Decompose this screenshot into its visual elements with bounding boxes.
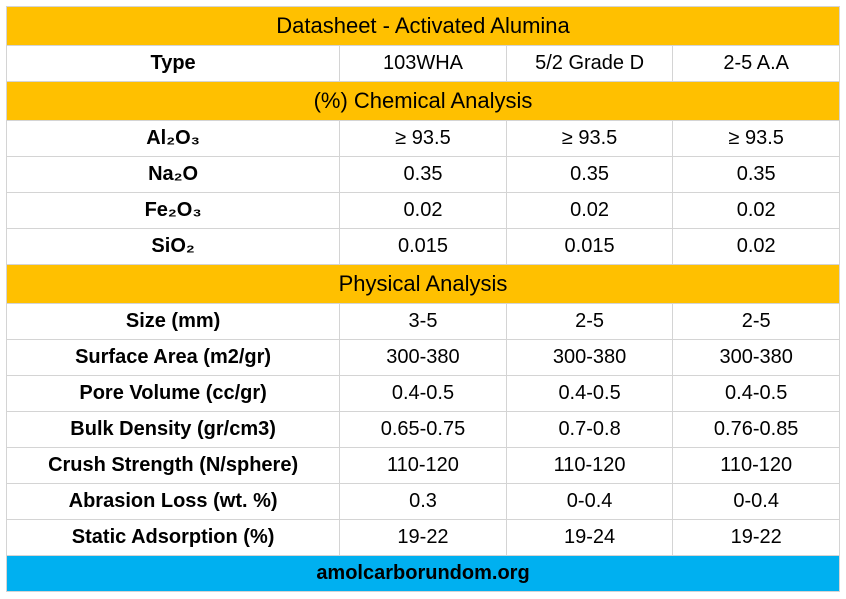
phys-value: 0.7-0.8 [506, 412, 673, 448]
table-row: Surface Area (m2/gr) 300-380 300-380 300… [7, 340, 840, 376]
chem-header-row: (%) Chemical Analysis [7, 82, 840, 121]
footer-row: amolcarborundom.org [7, 556, 840, 592]
chem-value: 0.02 [673, 229, 840, 265]
chem-label: Fe₂O₃ [7, 193, 340, 229]
phys-label: Pore Volume (cc/gr) [7, 376, 340, 412]
chem-value: 0.02 [673, 193, 840, 229]
table-row: Fe₂O₃ 0.02 0.02 0.02 [7, 193, 840, 229]
phys-value: 0.76-0.85 [673, 412, 840, 448]
chem-label: SiO₂ [7, 229, 340, 265]
phys-value: 0.65-0.75 [340, 412, 507, 448]
phys-label: Size (mm) [7, 304, 340, 340]
phys-value: 0-0.4 [673, 484, 840, 520]
chem-value: 0.35 [340, 157, 507, 193]
type-row: Type 103WHA 5/2 Grade D 2-5 A.A [7, 46, 840, 82]
phys-header-row: Physical Analysis [7, 265, 840, 304]
table-row: Crush Strength (N/sphere) 110-120 110-12… [7, 448, 840, 484]
phys-value: 110-120 [673, 448, 840, 484]
chem-value: 0.02 [340, 193, 507, 229]
phys-value: 0-0.4 [506, 484, 673, 520]
chem-value: ≥ 93.5 [506, 121, 673, 157]
type-1: 5/2 Grade D [506, 46, 673, 82]
chem-value: ≥ 93.5 [340, 121, 507, 157]
title-row: Datasheet - Activated Alumina [7, 7, 840, 46]
table-row: Al₂O₃ ≥ 93.5 ≥ 93.5 ≥ 93.5 [7, 121, 840, 157]
chem-value: 0.35 [506, 157, 673, 193]
chem-value: ≥ 93.5 [673, 121, 840, 157]
phys-header: Physical Analysis [7, 265, 840, 304]
phys-value: 0.4-0.5 [340, 376, 507, 412]
phys-value: 0.4-0.5 [506, 376, 673, 412]
table-row: SiO₂ 0.015 0.015 0.02 [7, 229, 840, 265]
phys-value: 300-380 [340, 340, 507, 376]
table-row: Size (mm) 3-5 2-5 2-5 [7, 304, 840, 340]
table-row: Bulk Density (gr/cm3) 0.65-0.75 0.7-0.8 … [7, 412, 840, 448]
chem-header: (%) Chemical Analysis [7, 82, 840, 121]
phys-label: Abrasion Loss (wt. %) [7, 484, 340, 520]
table-row: Pore Volume (cc/gr) 0.4-0.5 0.4-0.5 0.4-… [7, 376, 840, 412]
type-2: 2-5 A.A [673, 46, 840, 82]
phys-value: 19-22 [340, 520, 507, 556]
title-cell: Datasheet - Activated Alumina [7, 7, 840, 46]
phys-label: Static Adsorption (%) [7, 520, 340, 556]
phys-value: 110-120 [506, 448, 673, 484]
chem-value: 0.015 [506, 229, 673, 265]
chem-label: Al₂O₃ [7, 121, 340, 157]
type-label: Type [7, 46, 340, 82]
chem-value: 0.015 [340, 229, 507, 265]
phys-value: 300-380 [506, 340, 673, 376]
phys-value: 2-5 [506, 304, 673, 340]
phys-label: Surface Area (m2/gr) [7, 340, 340, 376]
table-row: Abrasion Loss (wt. %) 0.3 0-0.4 0-0.4 [7, 484, 840, 520]
phys-value: 0.3 [340, 484, 507, 520]
type-0: 103WHA [340, 46, 507, 82]
phys-value: 110-120 [340, 448, 507, 484]
footer-cell: amolcarborundom.org [7, 556, 840, 592]
phys-value: 3-5 [340, 304, 507, 340]
phys-value: 2-5 [673, 304, 840, 340]
table-row: Static Adsorption (%) 19-22 19-24 19-22 [7, 520, 840, 556]
table-row: Na₂O 0.35 0.35 0.35 [7, 157, 840, 193]
phys-value: 19-22 [673, 520, 840, 556]
phys-label: Bulk Density (gr/cm3) [7, 412, 340, 448]
phys-value: 19-24 [506, 520, 673, 556]
chem-value: 0.35 [673, 157, 840, 193]
phys-value: 300-380 [673, 340, 840, 376]
phys-value: 0.4-0.5 [673, 376, 840, 412]
phys-label: Crush Strength (N/sphere) [7, 448, 340, 484]
datasheet-table: Datasheet - Activated Alumina Type 103WH… [6, 6, 840, 592]
chem-value: 0.02 [506, 193, 673, 229]
chem-label: Na₂O [7, 157, 340, 193]
